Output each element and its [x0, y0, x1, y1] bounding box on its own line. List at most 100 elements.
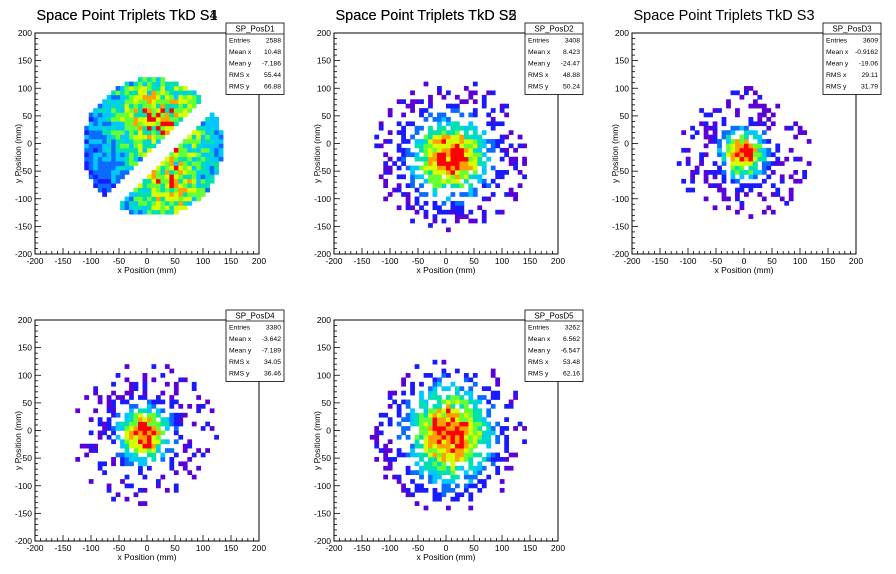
- histogram-bin: [124, 86, 130, 91]
- histogram-bin: [486, 147, 492, 153]
- histogram-bin: [712, 205, 718, 211]
- histogram-bin: [490, 403, 496, 409]
- histogram-bin: [151, 125, 157, 131]
- histogram-bin: [84, 161, 90, 166]
- histogram-bins: [369, 359, 527, 511]
- histogram-bin: [401, 174, 406, 180]
- histogram-bin: [209, 156, 215, 162]
- histogram-bin: [441, 439, 447, 445]
- histogram-bin: [721, 121, 727, 127]
- histogram-bin: [481, 457, 487, 462]
- histogram-bin: [151, 403, 157, 409]
- histogram-bin: [463, 178, 469, 184]
- histogram-bin: [138, 417, 143, 422]
- histogram-bin: [499, 426, 505, 431]
- histogram-bin: [191, 183, 197, 188]
- histogram-bin: [124, 156, 130, 162]
- histogram-bin: [129, 112, 134, 118]
- histogram-bin: [187, 178, 193, 184]
- histogram-bin: [106, 94, 112, 100]
- histogram-bin: [187, 187, 193, 193]
- stats-box-frame: [822, 22, 882, 95]
- stats-row-label: Entries: [528, 325, 550, 332]
- histogram-bin: [378, 121, 384, 127]
- histogram-bin: [739, 125, 745, 131]
- chart-title: Space Point Triplets TkD S4: [36, 8, 217, 24]
- histogram-bin: [405, 426, 411, 431]
- histogram-bin: [173, 99, 179, 105]
- histogram-bin: [423, 434, 429, 440]
- histogram-bin: [437, 205, 442, 211]
- histogram-bin: [423, 373, 429, 378]
- histogram-bin: [437, 139, 442, 144]
- histogram-bin: [88, 125, 94, 131]
- histogram-bin: [124, 90, 130, 96]
- x-tick-label: 150: [523, 543, 537, 553]
- histogram-bin: [191, 381, 197, 387]
- histogram-bin: [410, 452, 415, 458]
- histogram-bin: [454, 108, 460, 113]
- histogram-bin: [517, 170, 523, 175]
- histogram-bin: [405, 399, 411, 405]
- histogram-bin: [472, 161, 478, 166]
- histogram-bin: [414, 461, 420, 467]
- histogram-bin: [450, 147, 456, 153]
- histogram-bin: [209, 408, 215, 414]
- histogram-bin: [423, 452, 429, 458]
- histogram-bin: [147, 421, 152, 427]
- histogram-bin: [419, 430, 424, 436]
- histogram-bin: [437, 178, 442, 184]
- histogram-bin: [387, 395, 393, 400]
- histogram-bin: [486, 139, 492, 144]
- histogram-bin: [392, 161, 398, 166]
- histogram-bin: [441, 156, 447, 162]
- histogram-bin: [196, 178, 202, 184]
- histogram-bin: [93, 130, 99, 135]
- histogram-bin: [138, 81, 143, 87]
- histogram-bin: [133, 161, 139, 166]
- histogram-bin: [205, 134, 211, 140]
- histogram-bin: [490, 452, 496, 458]
- histogram-bin: [383, 183, 389, 188]
- histogram-bin: [481, 218, 487, 224]
- histogram-bin: [124, 448, 130, 453]
- histogram-bin: [454, 165, 460, 171]
- histogram-bin: [752, 143, 758, 149]
- histogram-bin: [147, 439, 152, 445]
- histogram-bin: [133, 457, 139, 462]
- histogram-bin: [441, 178, 447, 184]
- histogram-bin: [446, 121, 451, 127]
- histogram-bin: [495, 139, 501, 144]
- y-tick-label: -150: [314, 508, 331, 518]
- histogram-bin: [779, 178, 785, 184]
- histogram-bin: [761, 165, 767, 171]
- histogram-bin: [463, 139, 469, 144]
- histogram-bin: [770, 170, 776, 175]
- histogram-bin: [428, 134, 433, 140]
- histogram-bin: [142, 421, 148, 427]
- histogram-bin: [147, 90, 152, 96]
- y-tick-label: 50: [23, 111, 33, 121]
- histogram-bin: [717, 183, 722, 188]
- histogram-bin: [106, 143, 112, 149]
- histogram-bin: [169, 125, 175, 131]
- histogram-bin: [504, 170, 510, 175]
- histogram-bin: [477, 399, 483, 405]
- histogram-bin: [187, 156, 193, 162]
- histogram-bin: [423, 403, 429, 409]
- histogram-bin: [423, 143, 429, 149]
- histogram-bin: [468, 174, 474, 180]
- histogram-bin: [472, 165, 478, 171]
- histogram-bins: [374, 81, 527, 233]
- histogram-bin: [106, 187, 112, 193]
- histogram-bin: [784, 125, 790, 131]
- histogram-bin: [423, 487, 429, 493]
- histogram-bin: [450, 461, 456, 467]
- histogram-bin: [160, 81, 166, 87]
- stats-row-label: RMS y: [826, 84, 847, 91]
- histogram-bin: [138, 152, 143, 158]
- histogram-bin: [178, 461, 184, 467]
- histogram-bin: [450, 103, 456, 109]
- histogram-bin: [133, 81, 139, 87]
- histogram-bin: [761, 147, 767, 153]
